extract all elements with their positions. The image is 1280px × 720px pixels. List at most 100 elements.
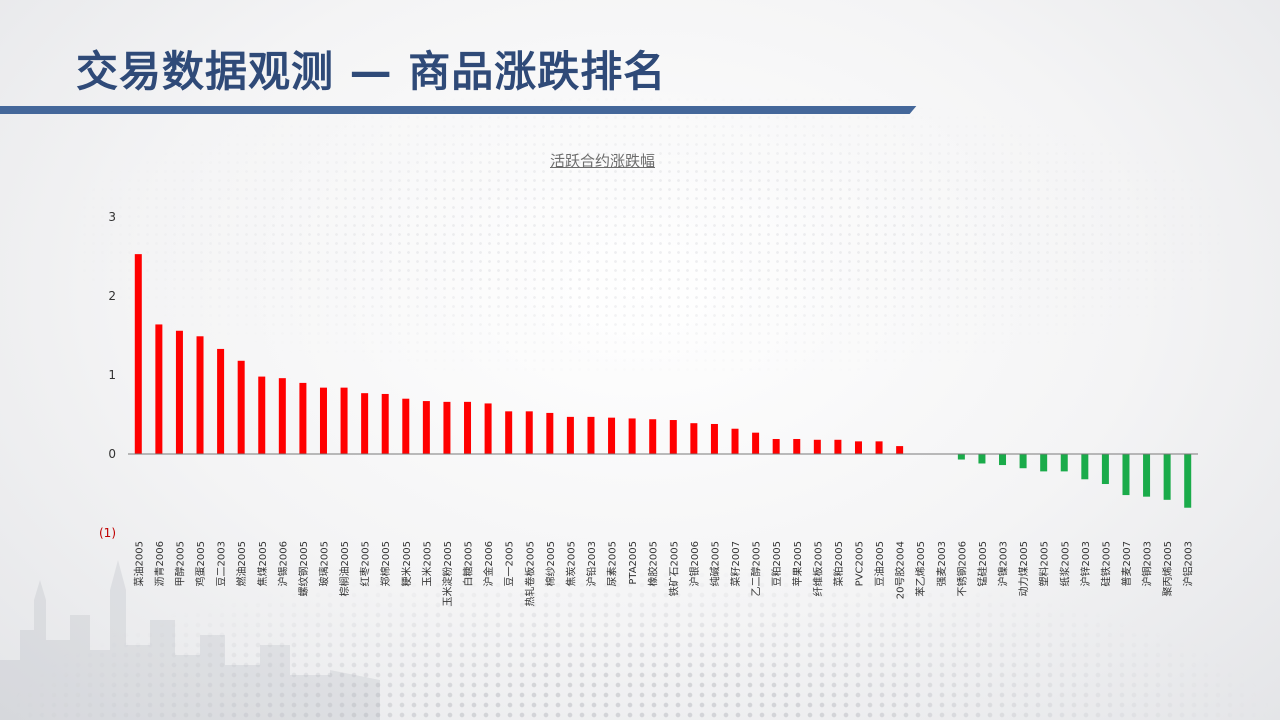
bar xyxy=(525,411,533,454)
x-tick-label: 郑棉2005 xyxy=(379,541,392,586)
bar xyxy=(752,432,760,454)
x-tick-label: PTA2005 xyxy=(628,541,639,585)
bar xyxy=(299,382,307,454)
x-tick-label: 不锈钢2006 xyxy=(955,541,968,596)
x-tick-label: 沪铝2003 xyxy=(1182,541,1195,586)
x-tick-label: 强麦2003 xyxy=(936,541,948,586)
bar xyxy=(340,387,348,454)
x-tick-label: 纯碱2005 xyxy=(708,541,721,586)
dotted-floor-background xyxy=(0,560,1280,720)
y-tick-label: 1 xyxy=(108,368,116,382)
bar xyxy=(669,420,677,454)
x-tick-label: 白糖2005 xyxy=(462,541,475,586)
x-tick-label: 菜粕2005 xyxy=(832,541,845,586)
bar xyxy=(258,376,266,454)
bar xyxy=(875,441,883,454)
x-tick-label: 焦炭2005 xyxy=(564,541,577,586)
bar xyxy=(278,378,286,454)
bar xyxy=(1060,454,1068,472)
bar xyxy=(1019,454,1027,469)
x-tick-label: 乙二醇2005 xyxy=(750,541,763,596)
x-tick-label: 燃油2005 xyxy=(235,541,248,586)
x-tick-label: 棉纱2005 xyxy=(544,541,557,586)
bar xyxy=(1081,454,1089,480)
bar xyxy=(1101,454,1109,485)
x-tick-label: 普麦2007 xyxy=(1120,541,1133,586)
x-tick-label: 沪锡2006 xyxy=(276,541,289,586)
bar xyxy=(896,446,904,454)
bar xyxy=(484,403,492,454)
x-tick-label: 塑料2005 xyxy=(1038,541,1051,586)
bar xyxy=(854,441,862,454)
chart-title: 活跃合约涨跌幅 xyxy=(549,152,655,170)
title-underline-bar xyxy=(0,106,905,114)
x-tick-label: 鸡蛋2005 xyxy=(194,541,207,586)
x-tick-label: 螺纹钢2005 xyxy=(297,541,310,596)
x-tick-label: 沪锌2003 xyxy=(1079,541,1092,586)
bar xyxy=(957,454,965,460)
bar xyxy=(217,348,225,454)
bar xyxy=(196,336,204,454)
x-tick-label: 硅铁2005 xyxy=(1099,541,1112,586)
bars xyxy=(134,254,1192,508)
x-tick-label: 粳米2005 xyxy=(400,541,413,586)
x-tick-label: 尿素2005 xyxy=(606,541,619,586)
bar xyxy=(175,330,183,454)
bar xyxy=(690,423,698,454)
bar xyxy=(1143,454,1151,497)
x-tick-label: 沪镍2003 xyxy=(997,541,1010,586)
bar xyxy=(155,324,163,454)
bar xyxy=(566,416,574,454)
x-tick-label: 棕榈油2005 xyxy=(338,541,351,596)
bar xyxy=(361,393,369,454)
x-tick-label: 甲醇2005 xyxy=(173,541,186,586)
y-tick-label: 2 xyxy=(108,289,116,303)
x-tick-label: 纤维板2005 xyxy=(811,541,824,596)
x-tick-label: 沪铅2003 xyxy=(585,541,598,586)
x-tick-label: 焦煤2005 xyxy=(256,541,269,586)
bar xyxy=(710,423,718,454)
y-tick-label: (1) xyxy=(99,526,116,540)
city-skyline-background xyxy=(0,560,380,720)
bar xyxy=(649,419,657,454)
x-tick-label: 苯乙烯2005 xyxy=(914,541,927,596)
bar xyxy=(546,412,554,454)
x-tick-label: 豆粕2005 xyxy=(770,541,783,586)
y-tick-label: 3 xyxy=(108,210,116,224)
x-axis-labels: 菜油2005 沥青2006 甲醇2005 鸡蛋2005 豆二2003 燃油2005 焦煤20… xyxy=(132,541,1194,606)
bar xyxy=(381,393,389,454)
bar xyxy=(402,398,410,454)
world-map-background xyxy=(80,95,1220,375)
x-tick-label: 铁矿石2005 xyxy=(667,541,680,596)
x-tick-label: 动力煤2005 xyxy=(1017,541,1030,596)
x-tick-label: 热轧卷板2005 xyxy=(523,541,536,606)
bar xyxy=(1040,454,1048,472)
x-tick-label: 沥青2006 xyxy=(153,541,166,586)
x-tick-label: 锰硅2005 xyxy=(976,541,989,586)
bar xyxy=(772,438,780,454)
x-tick-label: 豆一2005 xyxy=(504,541,516,586)
bar xyxy=(505,411,513,454)
bar xyxy=(1122,454,1130,496)
bar xyxy=(443,401,451,454)
x-tick-label: 纸浆2005 xyxy=(1058,541,1071,586)
y-tick-label: 0 xyxy=(108,447,116,461)
x-tick-label: 20号胶2004 xyxy=(894,541,907,599)
bar xyxy=(999,454,1007,466)
x-tick-label: 玉米2005 xyxy=(420,541,433,586)
bar xyxy=(422,401,430,454)
bar xyxy=(464,401,472,454)
x-tick-label: 玻璃2005 xyxy=(317,541,330,586)
bar xyxy=(587,416,595,454)
bar xyxy=(1163,454,1171,500)
x-tick-label: 豆油2005 xyxy=(873,541,886,586)
bar xyxy=(237,360,245,454)
y-axis: 3 2 1 0 (1) xyxy=(99,210,116,540)
x-tick-label: 沪金2006 xyxy=(482,541,495,586)
bar xyxy=(628,418,636,454)
x-tick-label: 沪铜2003 xyxy=(1141,541,1154,586)
bar xyxy=(793,438,801,454)
x-tick-label: 菜油2005 xyxy=(132,541,145,586)
bar xyxy=(834,439,842,454)
